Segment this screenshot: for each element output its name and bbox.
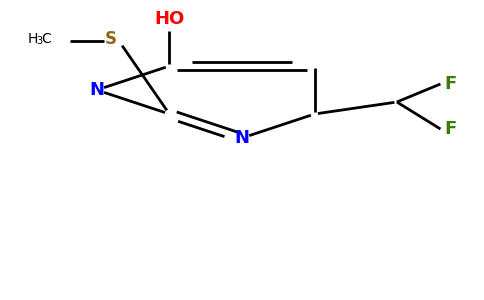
Text: N: N bbox=[90, 81, 104, 99]
Text: HO: HO bbox=[154, 11, 184, 28]
Text: S: S bbox=[105, 30, 116, 48]
Text: F: F bbox=[444, 120, 456, 138]
Text: F: F bbox=[444, 75, 456, 93]
Text: H: H bbox=[28, 32, 38, 46]
Text: 3: 3 bbox=[37, 36, 43, 46]
Text: N: N bbox=[235, 129, 249, 147]
Text: C: C bbox=[42, 32, 51, 46]
